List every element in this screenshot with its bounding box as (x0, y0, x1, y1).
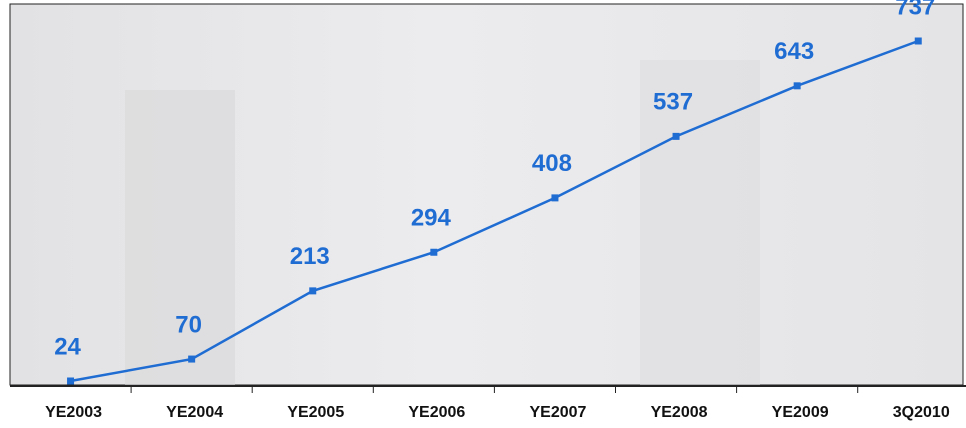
x-tick-label: YE2006 (408, 404, 465, 421)
x-tick-label: YE2004 (166, 404, 223, 421)
background-photo (125, 90, 235, 385)
x-tick-label: YE2008 (651, 404, 708, 421)
data-label: 294 (411, 205, 452, 232)
marker (794, 82, 801, 89)
data-label: 643 (774, 38, 814, 65)
marker (67, 378, 74, 385)
data-label: 24 (54, 333, 81, 360)
x-tick-label: YE2003 (45, 404, 102, 421)
x-tick-label: YE2005 (287, 404, 344, 421)
data-label: 70 (175, 311, 202, 338)
x-tick-label: YE2009 (772, 404, 829, 421)
chart: YE2003 YE2004 YE2005 YE2006 YE2007 YE2008 YE20… (0, 0, 966, 428)
marker (673, 133, 680, 140)
x-tick-label: 3Q2010 (893, 404, 950, 421)
data-label: 737 (895, 0, 935, 20)
marker (915, 38, 922, 45)
data-label: 408 (532, 150, 572, 177)
marker (309, 287, 316, 294)
data-label: 213 (290, 243, 330, 270)
x-tick-label: YE2007 (529, 404, 586, 421)
marker (430, 249, 437, 256)
marker (551, 194, 558, 201)
marker (188, 356, 195, 363)
data-label: 537 (653, 89, 693, 116)
